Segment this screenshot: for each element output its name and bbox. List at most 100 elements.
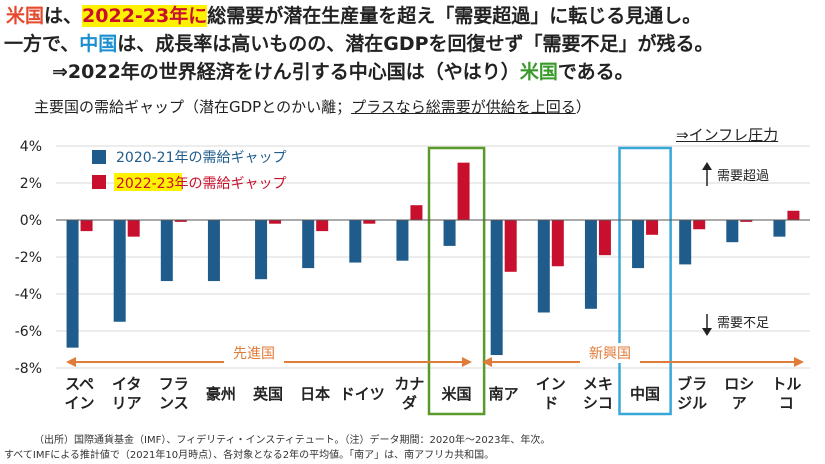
- emerging-arrow-right-head: [794, 357, 804, 367]
- subtitle-underline: プラスなら総需要が供給を上回る: [351, 98, 576, 116]
- x-tick-label: ア: [732, 394, 747, 412]
- x-tick-label: 日本: [300, 385, 330, 403]
- bar-2020-21: [207, 220, 220, 282]
- bar-2020-21: [66, 220, 79, 348]
- x-tick-label: イタ: [112, 375, 141, 393]
- advanced-arrow-right-head: [462, 357, 472, 367]
- bar-2022-23: [174, 220, 187, 222]
- bars: [66, 162, 800, 356]
- bar-2022-23: [127, 220, 140, 237]
- arrow-down-head-icon: [702, 328, 712, 336]
- headline-period-highlight: 2022-23年に: [82, 5, 208, 27]
- x-tick-label: ド: [543, 394, 558, 412]
- bar-2022-23: [693, 220, 706, 230]
- highlight-boxes: [427, 146, 672, 416]
- headline-line-1: 米国は、2022-23年に総需要が潜在生産量を超え「需要超過」に転じる見通し。: [6, 4, 701, 28]
- y-tick-label: 2%: [20, 176, 42, 192]
- x-tick-label: イン: [536, 375, 566, 393]
- x-tick-label: ブラ: [677, 375, 707, 393]
- bar-2022-23: [316, 220, 329, 232]
- bar-2020-21: [726, 220, 739, 243]
- y-tick-label: 4%: [20, 139, 42, 155]
- bar-2022-23: [363, 220, 376, 224]
- x-tick-label: リア: [112, 394, 142, 412]
- y-tick-label: -4%: [15, 287, 42, 303]
- us-highlight-box: [427, 146, 486, 416]
- subtitle-prefix: 主要国の需給ギャップ（潜在GDPとのかい離；: [34, 98, 352, 116]
- x-tick-label: 米国: [442, 385, 472, 403]
- legend: 2020-21年の需給ギャップ 2022-23年の需給ギャップ: [92, 150, 287, 192]
- x-tick-label: ドイツ: [340, 385, 385, 403]
- legend-highlight: [114, 173, 182, 191]
- advanced-group-label: 先進国: [233, 346, 275, 362]
- x-tick-label: ロシ: [724, 375, 754, 393]
- legend-swatch-2020-21: [92, 150, 106, 164]
- bar-2020-21: [255, 220, 268, 280]
- annotation-demand-shortfall: 需要不足: [717, 316, 769, 331]
- x-tick-label: カナ: [394, 375, 424, 393]
- bar-2020-21: [160, 220, 173, 282]
- headline-text: 総需要が潜在生産量を超え「需要超過」に転じる見通し。: [207, 5, 702, 27]
- y-tick-label: -2%: [15, 250, 42, 266]
- advanced-label-bg: [224, 343, 284, 363]
- bar-2020-21: [302, 220, 315, 269]
- footnote-source: （出所）国際通貨基金（IMF）、フィデリティ・インスティテュート。（注）データ期…: [34, 435, 551, 446]
- emerging-group-label: 新興国: [589, 346, 631, 362]
- subtitle-suffix: ）: [575, 98, 591, 116]
- bar-2022-23: [598, 220, 611, 256]
- x-tick-label: メキ: [583, 375, 613, 393]
- footnote-note: すべてIMFによる推計値で（2021年10月時点）、各対象となる2年の平均値。「…: [4, 450, 495, 461]
- bar-2022-23: [740, 220, 753, 222]
- bar-2022-23: [646, 220, 659, 235]
- bar-2020-21: [679, 220, 692, 265]
- annotations: 需要超過 需要不足: [702, 162, 769, 336]
- x-tick-label: 豪州: [206, 385, 236, 403]
- arrow-up-head-icon: [702, 162, 712, 170]
- headline-text: 一方で、: [4, 33, 80, 55]
- bar-2020-21: [443, 220, 456, 246]
- x-tick-label: トル: [771, 375, 801, 393]
- bar-2022-23: [269, 220, 282, 224]
- headline-text: は、: [44, 5, 83, 27]
- headline-text: は、成長率は高いものの、潜在GDPを回復せず「需要不足」が残る。: [117, 33, 714, 55]
- headline-text: ⇒2022年の世界経済をけん引する中心国は（やはり）: [52, 61, 520, 83]
- bar-2020-21: [113, 220, 126, 322]
- headline-line-2: 一方で、中国は、成長率は高いものの、潜在GDPを回復せず「需要不足」が残る。: [4, 32, 714, 56]
- annotation-excess-demand: 需要超過: [717, 169, 769, 184]
- inflation-pressure-note: ⇒インフレ圧力: [676, 126, 779, 144]
- legend-label-2020-21: 2020-21年の需給ギャップ: [116, 150, 287, 166]
- y-tick-label: -8%: [15, 361, 42, 377]
- headline-china: 中国: [79, 33, 118, 55]
- legend-label-2022-23: 2022-23年の需給ギャップ: [116, 176, 287, 192]
- bar-2022-23: [457, 162, 470, 220]
- advanced-arrow-left-head: [66, 357, 76, 367]
- bar-2020-21: [584, 220, 597, 309]
- chart-subtitle: 主要国の需給ギャップ（潜在GDPとのかい離；プラスなら総需要が供給を上回る）: [34, 96, 591, 117]
- bar-2020-21: [537, 220, 550, 313]
- y-tick-label: -6%: [15, 324, 42, 340]
- y-tick-label: 0%: [20, 213, 42, 229]
- x-tick-label: 中国: [630, 385, 660, 403]
- bar-2022-23: [787, 210, 800, 220]
- x-tick-label: ンス: [159, 394, 189, 412]
- bar-2020-21: [490, 220, 503, 356]
- bar-2022-23: [551, 220, 564, 267]
- bar-2020-21: [773, 220, 786, 237]
- x-tick-label: 南ア: [489, 385, 519, 403]
- y-tick-labels: 4% 2% 0% -2% -4% -6% -8%: [15, 139, 42, 377]
- bar-2020-21: [349, 220, 362, 263]
- headline-us-conclusion: 米国: [519, 61, 558, 83]
- x-tick-label: フラ: [159, 375, 189, 393]
- x-tick-label: イン: [65, 394, 95, 412]
- legend-swatch-2022-23: [92, 175, 106, 189]
- x-tick-label: スペ: [65, 375, 94, 393]
- bar-2022-23: [80, 220, 93, 232]
- headline-text: である。: [557, 61, 634, 83]
- bar-2020-21: [632, 220, 645, 269]
- x-tick-label: ダ: [402, 394, 417, 412]
- bar-2022-23: [410, 205, 423, 220]
- headline-us: 米国: [6, 5, 45, 27]
- x-tick-label: コ: [779, 394, 794, 412]
- emerging-label-bg: [580, 343, 640, 363]
